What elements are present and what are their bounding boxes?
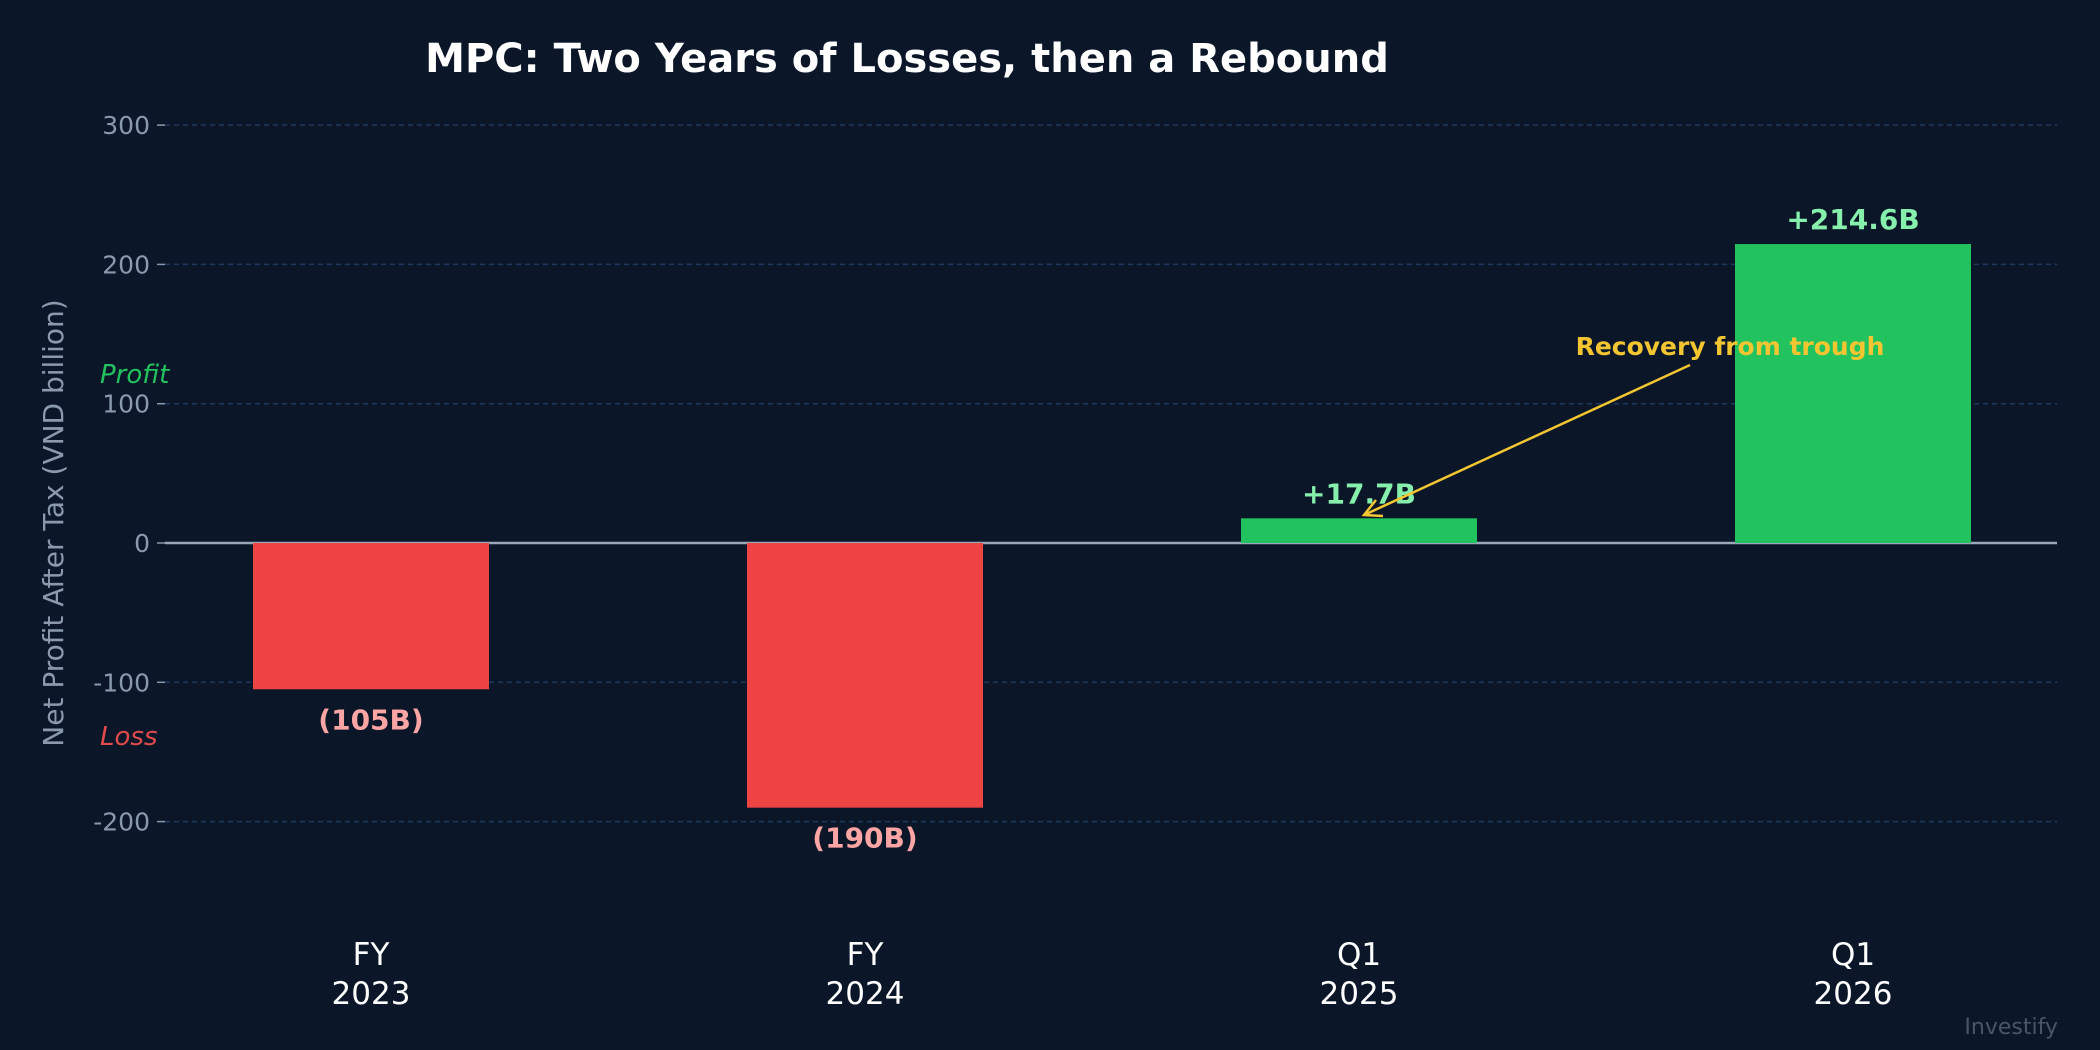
bar [1241,518,1477,543]
label-layer: (105B)FY2023(190B)FY2024+17.7BQ12025+214… [318,203,1919,1012]
y-axis-label: Net Profit After Tax (VND billion) [37,299,70,746]
bar [1735,244,1971,543]
bar-data-label: +214.6B [1786,203,1919,236]
bar [747,543,983,808]
y-tick-label: 100 [102,390,150,419]
x-tick-label: FY [847,937,884,973]
grid-layer: 300 200 100 0 -100 -200 [93,111,2057,837]
x-tick-label: FY [353,937,390,973]
x-tick-label: Q1 [1831,937,1875,973]
x-tick-label: Q1 [1337,937,1381,973]
bar-data-label: (105B) [318,703,423,736]
y-tick-label: 200 [102,250,150,279]
bar-data-label: +17.7B [1302,477,1416,510]
y-tick-label: 300 [102,111,150,140]
bar [253,543,489,690]
y-tick-label: -100 [93,668,150,697]
loss-zone-label: Loss [100,722,157,752]
watermark: Investify [1964,1015,2058,1040]
x-tick-label: 2023 [332,976,411,1012]
bar-data-label: (190B) [812,822,917,855]
annotation-arrow-head [1361,499,1384,518]
x-tick-label: 2025 [1320,976,1399,1012]
annotation-text: Recovery from trough [1576,332,1885,361]
bar-layer [253,244,1971,808]
annotation-layer: Recovery from trough [1361,332,1885,518]
x-tick-label: 2026 [1814,976,1893,1012]
y-tick-label: -200 [93,808,150,837]
chart-title: MPC: Two Years of Losses, then a Rebound [425,36,1389,82]
x-tick-label: 2024 [826,976,905,1012]
profit-zone-label: Profit [100,360,170,390]
y-tick-label: 0 [134,529,150,558]
annotation-arrow-line [1363,363,1691,517]
